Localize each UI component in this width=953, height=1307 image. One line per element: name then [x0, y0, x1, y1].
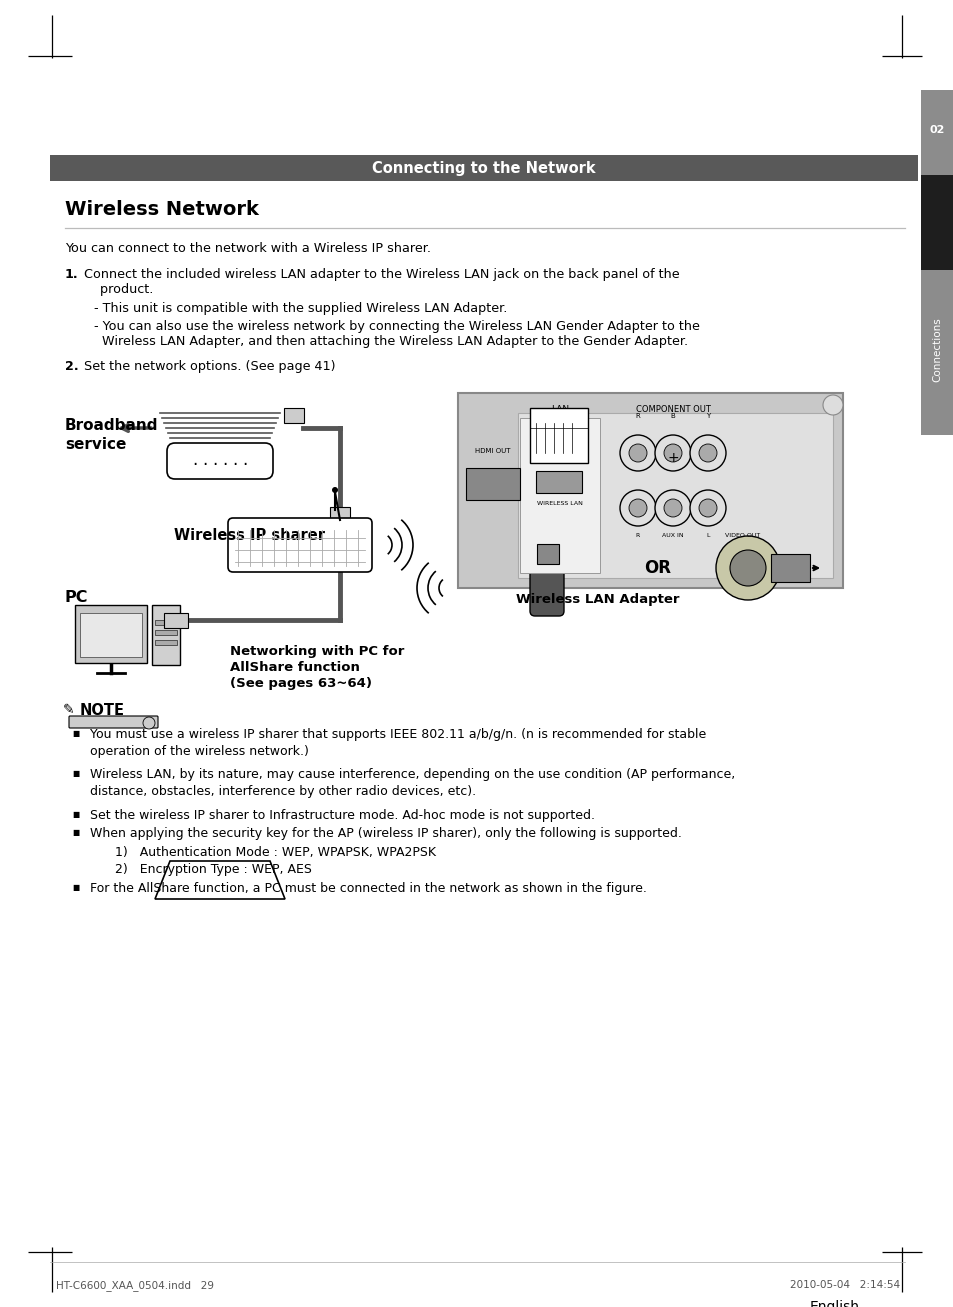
Circle shape — [699, 499, 717, 518]
FancyBboxPatch shape — [920, 90, 953, 175]
Text: OR: OR — [644, 559, 671, 576]
FancyBboxPatch shape — [154, 640, 177, 644]
Circle shape — [699, 444, 717, 461]
Circle shape — [716, 536, 780, 600]
Text: - You can also use the wireless network by connecting the Wireless LAN Gender Ad: - You can also use the wireless network … — [94, 320, 700, 348]
Polygon shape — [154, 861, 285, 899]
Circle shape — [332, 488, 337, 493]
FancyBboxPatch shape — [530, 555, 563, 616]
Text: HT-C6600_XAA_0504.indd   29: HT-C6600_XAA_0504.indd 29 — [56, 1280, 213, 1291]
Text: Connect the included wireless LAN adapter to the Wireless LAN jack on the back p: Connect the included wireless LAN adapte… — [84, 268, 679, 295]
FancyBboxPatch shape — [164, 613, 188, 627]
Text: Wireless Network: Wireless Network — [65, 200, 258, 220]
Text: VIDEO OUT: VIDEO OUT — [724, 533, 760, 538]
FancyBboxPatch shape — [536, 471, 581, 493]
FancyBboxPatch shape — [517, 413, 832, 578]
Circle shape — [619, 435, 656, 471]
Text: Networking with PC for
AllShare function
(See pages 63~64): Networking with PC for AllShare function… — [230, 644, 404, 690]
Text: ■: ■ — [71, 769, 79, 778]
FancyBboxPatch shape — [530, 408, 587, 463]
FancyBboxPatch shape — [537, 544, 558, 565]
FancyBboxPatch shape — [69, 716, 158, 728]
Text: ■: ■ — [71, 810, 79, 819]
FancyBboxPatch shape — [167, 443, 273, 478]
Text: ✎: ✎ — [63, 703, 74, 718]
Text: ■: ■ — [71, 729, 79, 738]
Text: PC: PC — [65, 589, 89, 605]
Text: L: L — [705, 533, 709, 538]
FancyBboxPatch shape — [284, 408, 304, 423]
Text: NOTE: NOTE — [80, 703, 125, 718]
FancyBboxPatch shape — [920, 271, 953, 435]
Text: R: R — [636, 533, 639, 538]
Text: Set the wireless IP sharer to Infrastructure mode. Ad-hoc mode is not supported.: Set the wireless IP sharer to Infrastruc… — [90, 809, 595, 822]
Text: B: B — [670, 413, 675, 420]
FancyBboxPatch shape — [330, 507, 350, 523]
Text: Set the network options. (See page 41): Set the network options. (See page 41) — [84, 359, 335, 372]
FancyBboxPatch shape — [154, 630, 177, 635]
FancyBboxPatch shape — [75, 605, 147, 663]
Text: .: . — [222, 451, 228, 469]
Text: 02: 02 — [928, 125, 943, 135]
FancyBboxPatch shape — [228, 518, 372, 572]
Text: 2.: 2. — [65, 359, 78, 372]
Text: COMPONENT OUT: COMPONENT OUT — [635, 405, 710, 414]
Text: ■: ■ — [71, 829, 79, 836]
Circle shape — [822, 395, 842, 416]
Circle shape — [689, 435, 725, 471]
Circle shape — [655, 490, 690, 525]
Text: .: . — [242, 451, 248, 469]
Circle shape — [663, 444, 681, 461]
Text: When applying the security key for the AP (wireless IP sharer), only the followi: When applying the security key for the A… — [90, 827, 681, 840]
Text: Wireless LAN Adapter: Wireless LAN Adapter — [516, 593, 679, 606]
Text: 1.: 1. — [65, 268, 78, 281]
Text: For the AllShare function, a PC must be connected in the network as shown in the: For the AllShare function, a PC must be … — [90, 882, 646, 895]
Text: .: . — [233, 451, 237, 469]
Text: Connecting to the Network: Connecting to the Network — [372, 161, 596, 175]
FancyBboxPatch shape — [154, 620, 177, 625]
FancyBboxPatch shape — [465, 468, 519, 501]
Text: WIRELESS LAN: WIRELESS LAN — [537, 501, 582, 506]
FancyBboxPatch shape — [920, 175, 953, 271]
Circle shape — [663, 499, 681, 518]
Circle shape — [619, 490, 656, 525]
Text: Broadband
service: Broadband service — [65, 418, 158, 452]
Text: LAN: LAN — [551, 405, 569, 414]
Text: ■: ■ — [71, 884, 79, 891]
Text: Y: Y — [705, 413, 709, 420]
Text: .: . — [193, 451, 197, 469]
Text: Connections: Connections — [931, 318, 941, 383]
Circle shape — [689, 490, 725, 525]
Text: English: English — [809, 1300, 859, 1307]
Text: You can connect to the network with a Wireless IP sharer.: You can connect to the network with a Wi… — [65, 242, 431, 255]
Circle shape — [628, 444, 646, 461]
FancyBboxPatch shape — [50, 156, 917, 180]
FancyBboxPatch shape — [80, 613, 142, 657]
Circle shape — [729, 550, 765, 586]
FancyBboxPatch shape — [457, 393, 842, 588]
Text: +: + — [666, 451, 679, 465]
Text: Wireless LAN, by its nature, may cause interference, depending on the use condit: Wireless LAN, by its nature, may cause i… — [90, 769, 735, 799]
Circle shape — [143, 718, 154, 729]
Text: 2)   Encryption Type : WEP, AES: 2) Encryption Type : WEP, AES — [115, 863, 312, 876]
Text: HDMI OUT: HDMI OUT — [475, 448, 510, 454]
Text: 1)   Authentication Mode : WEP, WPAPSK, WPA2PSK: 1) Authentication Mode : WEP, WPAPSK, WP… — [115, 846, 436, 859]
Text: .: . — [213, 451, 217, 469]
Text: R: R — [635, 413, 639, 420]
FancyBboxPatch shape — [152, 605, 180, 665]
Circle shape — [628, 499, 646, 518]
Text: Wireless IP sharer: Wireless IP sharer — [173, 528, 325, 542]
Circle shape — [655, 435, 690, 471]
Text: You must use a wireless IP sharer that supports IEEE 802.11 a/b/g/n. (n is recom: You must use a wireless IP sharer that s… — [90, 728, 705, 758]
Text: 2010-05-04   2:14:54: 2010-05-04 2:14:54 — [789, 1280, 899, 1290]
Text: - This unit is compatible with the supplied Wireless LAN Adapter.: - This unit is compatible with the suppl… — [94, 302, 507, 315]
Text: .: . — [202, 451, 208, 469]
FancyBboxPatch shape — [770, 554, 809, 582]
Text: AUX IN: AUX IN — [661, 533, 683, 538]
FancyBboxPatch shape — [519, 418, 599, 572]
